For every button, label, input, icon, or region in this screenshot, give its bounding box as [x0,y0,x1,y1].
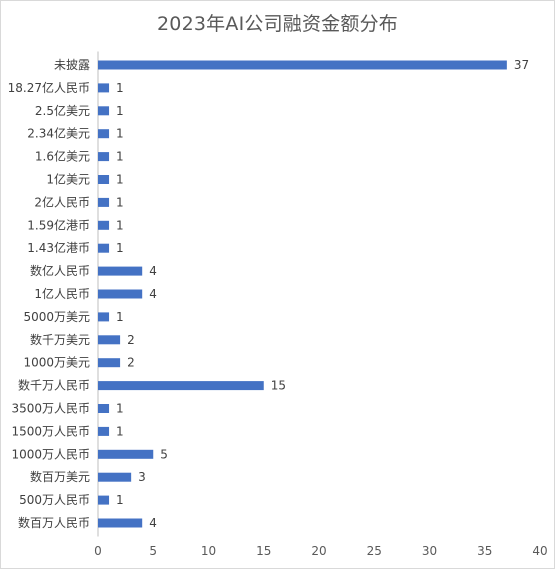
category-label: 18.27亿人民币 [8,80,90,95]
bar [98,335,121,345]
bar [98,152,110,162]
data-label: 1 [116,241,124,255]
data-label: 1 [116,104,124,118]
bar [98,426,110,436]
category-label: 数百万人民币 [18,515,90,530]
bar [98,175,110,184]
data-label: 4 [149,287,157,301]
bar [98,312,110,322]
category-label: 1000万人民币 [11,447,90,461]
bar [98,381,264,391]
bar [98,404,110,413]
data-label: 4 [149,516,157,530]
bar [98,106,110,116]
data-label: 1 [116,127,124,141]
x-tick-label: 30 [422,544,437,558]
data-label: 1 [116,218,124,232]
bars-group [98,60,507,528]
data-label: 1 [116,81,124,95]
data-label: 1 [116,493,124,507]
bar [98,358,121,368]
category-label: 1.59亿港币 [27,217,90,232]
category-label: 1000万美元 [23,356,90,370]
chart-title: 2023年AI公司融资金额分布 [157,13,398,35]
data-label: 1 [116,173,124,187]
data-label: 5 [160,447,168,461]
bar [98,289,143,299]
category-label: 2.34亿美元 [27,126,90,141]
category-label: 500万人民币 [19,493,90,507]
bar [98,129,110,139]
category-label: 1.6亿美元 [35,149,90,164]
bar [98,220,110,230]
x-tick-label: 5 [149,544,157,558]
x-tick-label: 40 [532,544,547,558]
category-label: 2亿人民币 [34,194,90,209]
bar [98,518,143,528]
category-label: 1500万人民币 [11,424,90,438]
x-tick-label: 0 [94,544,102,558]
bar [98,83,110,93]
data-label: 1 [116,150,124,164]
bar [98,472,132,482]
category-label: 5000万美元 [23,310,90,324]
bar [98,197,110,207]
x-tick-labels-group: 0 5 10 15 20 25 30 35 40 [94,544,547,558]
category-label: 数亿人民币 [30,263,90,278]
x-tick-label: 10 [201,544,216,558]
category-label: 1.43亿港币 [27,240,90,255]
category-label: 1亿人民币 [34,286,90,301]
category-label: 数千万人民币 [18,378,90,393]
data-label: 1 [116,195,124,209]
category-label: 2.5亿美元 [35,103,90,118]
bar [98,449,154,459]
category-label: 数百万美元 [30,469,90,484]
data-label: 1 [116,310,124,324]
bar [98,243,110,253]
x-tick-label: 20 [311,544,326,558]
bar [98,60,507,70]
category-label: 未披露 [54,58,90,72]
category-labels-group: 未披露 18.27亿人民币 2.5亿美元 2.34亿美元 1.6亿美元 1亿美元 2亿人民币… [8,58,90,530]
x-tick-label: 35 [477,544,492,558]
x-tick-label: 15 [256,544,271,558]
x-tick-label: 25 [367,544,382,558]
data-label: 1 [116,402,124,416]
data-label: 2 [127,333,135,347]
category-label: 数千万美元 [30,332,90,347]
category-label: 3500万人民币 [11,402,90,416]
data-label: 15 [271,379,286,393]
bar [98,495,110,505]
category-label: 1亿美元 [46,172,90,187]
data-label: 2 [127,356,135,370]
data-label: 3 [138,470,146,484]
data-label: 4 [149,264,157,278]
data-label: 1 [116,424,124,438]
bar [98,266,143,276]
data-label: 37 [514,58,529,72]
